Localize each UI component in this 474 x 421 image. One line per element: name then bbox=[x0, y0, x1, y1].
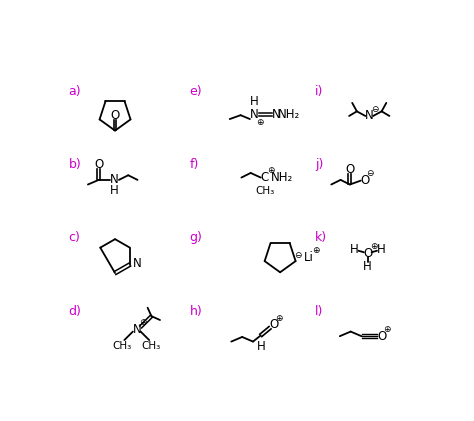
Text: O: O bbox=[269, 318, 279, 331]
Text: CH₃: CH₃ bbox=[255, 186, 274, 196]
Text: CH₃: CH₃ bbox=[112, 341, 132, 351]
Text: d): d) bbox=[69, 305, 82, 317]
Text: O: O bbox=[363, 247, 372, 259]
Text: N: N bbox=[133, 257, 142, 270]
Text: O: O bbox=[360, 174, 369, 187]
Text: ⊖: ⊖ bbox=[366, 169, 374, 178]
Text: ⊕: ⊕ bbox=[256, 117, 264, 127]
Text: C: C bbox=[261, 171, 269, 184]
Text: H: H bbox=[256, 340, 265, 353]
Text: ⊖: ⊖ bbox=[371, 104, 378, 114]
Text: g): g) bbox=[190, 232, 202, 245]
Text: N: N bbox=[250, 108, 259, 121]
Text: c): c) bbox=[69, 232, 81, 245]
Text: ⊖: ⊖ bbox=[294, 251, 301, 260]
Text: O: O bbox=[345, 163, 355, 176]
Text: H: H bbox=[350, 242, 359, 256]
Text: b): b) bbox=[69, 158, 82, 171]
Text: e): e) bbox=[190, 85, 202, 98]
Text: O: O bbox=[110, 109, 119, 122]
Text: N: N bbox=[365, 109, 374, 123]
Text: NH₂: NH₂ bbox=[271, 171, 293, 184]
Text: ⊕: ⊕ bbox=[312, 246, 319, 255]
Text: i): i) bbox=[315, 85, 323, 98]
Text: H: H bbox=[250, 95, 259, 108]
Text: N: N bbox=[272, 108, 281, 121]
Text: ⊕: ⊕ bbox=[267, 166, 274, 175]
Text: a): a) bbox=[69, 85, 81, 98]
Text: Li: Li bbox=[304, 251, 314, 264]
Text: ⊕: ⊕ bbox=[370, 242, 378, 250]
Text: H: H bbox=[110, 184, 118, 197]
Text: ⊕: ⊕ bbox=[383, 325, 391, 334]
Text: ⊕: ⊕ bbox=[275, 314, 283, 323]
Text: NH₂: NH₂ bbox=[277, 108, 300, 121]
Text: l): l) bbox=[315, 305, 323, 317]
Text: CH₃: CH₃ bbox=[142, 341, 161, 351]
Text: f): f) bbox=[190, 158, 199, 171]
Text: H: H bbox=[364, 260, 372, 273]
Text: N: N bbox=[132, 323, 141, 336]
Text: H: H bbox=[376, 242, 385, 256]
Text: ⊕: ⊕ bbox=[139, 318, 146, 327]
Text: k): k) bbox=[315, 232, 327, 245]
Text: N: N bbox=[110, 173, 118, 187]
Text: O: O bbox=[94, 158, 103, 171]
Text: j): j) bbox=[315, 158, 323, 171]
Text: h): h) bbox=[190, 305, 202, 317]
Text: O: O bbox=[377, 330, 386, 343]
